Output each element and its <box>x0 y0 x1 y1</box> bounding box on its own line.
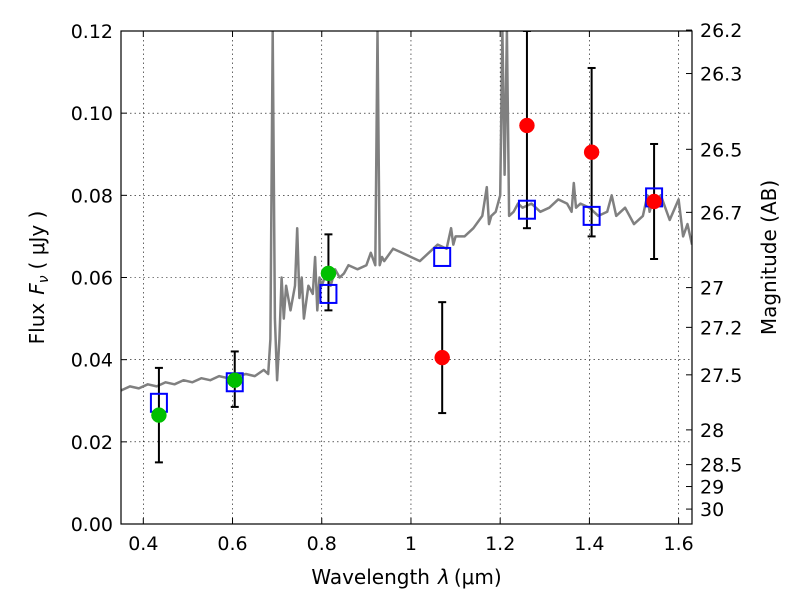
nir-point <box>583 144 600 160</box>
magnitude-tick-label: 26.7 <box>700 202 742 224</box>
magnitude-tick-label: 26.3 <box>700 64 742 86</box>
magnitude-tick-label: 30 <box>700 499 724 521</box>
magnitude-tick-label: 27.5 <box>700 365 742 387</box>
nir-point <box>646 193 662 210</box>
hst-point <box>320 265 337 282</box>
x-axis-label-symbol: λ <box>437 565 450 589</box>
magnitude-tick-label: 28 <box>700 420 724 442</box>
magnitude-tick-label: 26.5 <box>700 139 742 161</box>
nir-point <box>434 349 450 366</box>
hst-point <box>227 372 243 388</box>
x-tick-label: 1 <box>405 533 417 555</box>
magnitude-tick-label: 27 <box>700 278 724 300</box>
x-axis-label: Wavelength λ (μm) <box>311 565 501 589</box>
axis-ticks: 0.4 0.6 0.8 1 1.2 1.4 1.6 0.00 0.02 0.04 0.06 0.08 0… <box>71 20 743 555</box>
x-tick-label: 0.6 <box>217 533 247 555</box>
y-axis-label-subscript: ν <box>36 275 52 283</box>
y-tick-label: 0.12 <box>71 21 113 43</box>
y-axis-label: Flux Fν ( μJy ) <box>25 211 52 345</box>
model-square <box>433 246 452 267</box>
magnitude-tick-label: 27.2 <box>700 317 742 339</box>
x-axis-label-text: Wavelength <box>311 565 430 589</box>
magnitude-tick-label: 29 <box>700 477 724 499</box>
magnitude-tick-label: 26.2 <box>700 20 742 42</box>
y-axis-label-symbol: F <box>25 283 49 295</box>
nir-point <box>519 117 535 134</box>
x-tick-label: 0.4 <box>128 533 158 555</box>
x-axis-label-unit: (μm) <box>454 565 502 589</box>
y-axis-label-unit: ( μJy ) <box>25 211 49 270</box>
grid-lines <box>121 30 692 525</box>
y-axis-label-text: Flux <box>25 303 49 345</box>
y-tick-label: 0.06 <box>71 268 113 290</box>
x-tick-label: 1.4 <box>574 533 604 555</box>
spectrum-line <box>121 31 692 392</box>
y-tick-label: 0.02 <box>71 432 113 454</box>
magnitude-tick-label: 28.5 <box>700 455 742 477</box>
plot-area <box>121 31 692 464</box>
model-square <box>582 205 601 226</box>
y-tick-label: 0.10 <box>71 103 113 125</box>
hst-point <box>151 407 167 423</box>
model-square <box>517 199 536 220</box>
magnitude-axis-label: Magnitude (AB) <box>757 180 781 335</box>
model-square <box>319 283 338 304</box>
y-tick-label: 0.04 <box>71 350 113 372</box>
y-tick-label: 0.00 <box>71 514 113 536</box>
x-tick-label: 0.8 <box>307 533 337 555</box>
y-tick-label: 0.08 <box>71 185 113 207</box>
x-tick-label: 1.2 <box>485 533 515 555</box>
x-tick-label: 1.6 <box>664 533 694 555</box>
